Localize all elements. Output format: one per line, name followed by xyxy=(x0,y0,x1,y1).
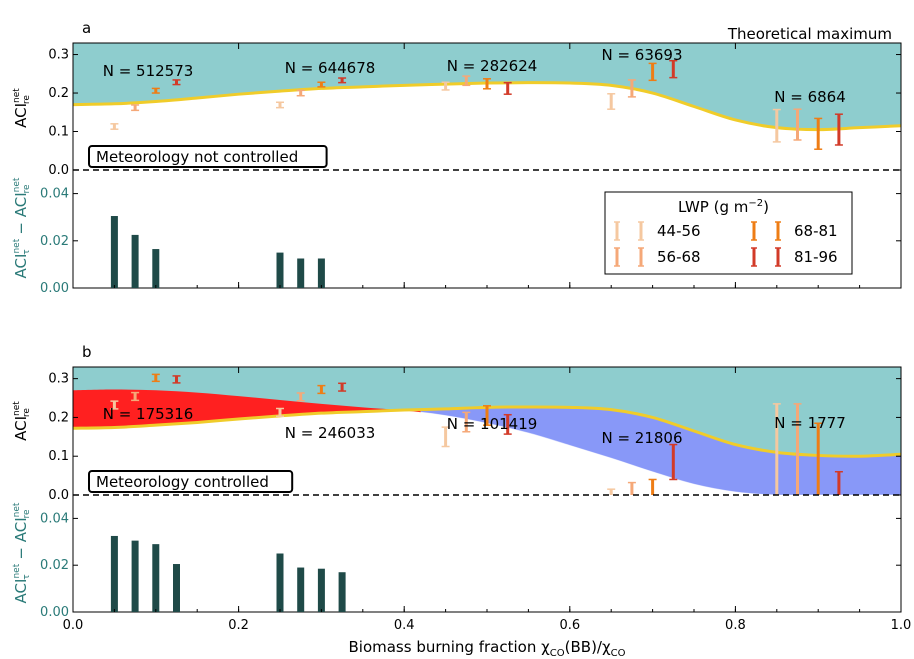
bar xyxy=(317,568,325,612)
legend-label: 56-68 xyxy=(657,248,701,266)
svg-text:ACInetτ − ACInetre: ACInetτ − ACInetre xyxy=(12,177,32,278)
y-label-b-top: ACInetre xyxy=(12,401,32,441)
bar xyxy=(131,234,139,288)
theoretical-maximum-label: Theoretical maximum xyxy=(727,25,892,43)
y-tick-label: 0.04 xyxy=(40,187,69,202)
condition-label-text: Meteorology controlled xyxy=(96,473,269,491)
top-plot-area xyxy=(73,367,901,495)
x-tick-label: 0.4 xyxy=(394,618,415,633)
n-label: N = 246033 xyxy=(285,424,376,442)
n-label: N = 644678 xyxy=(285,59,376,77)
svg-text:ACInetτ − ACInetre: ACInetτ − ACInetre xyxy=(12,502,32,603)
y-label-a-top: ACInetre xyxy=(12,88,32,128)
panel-a: N = 512573 N = 644678 N = 282624 N = 63693 N… xyxy=(40,19,902,296)
lwp-legend: LWP (g m−2) 44-56 56-68 68-81 81-96 xyxy=(604,191,853,275)
y-label-b-bottom: ACInetτ − ACInetre xyxy=(12,502,32,603)
condition-label-text: Meteorology not controlled xyxy=(96,148,298,166)
y-tick-label: 0.1 xyxy=(48,125,69,140)
y-tick-label: 0.0 xyxy=(48,163,69,178)
n-label: N = 282624 xyxy=(447,57,538,75)
condition-label: Meteorology controlled xyxy=(88,470,294,493)
errorbar-group-1 xyxy=(276,77,347,109)
errorbar-group-1 xyxy=(276,382,347,418)
x-tick-label: 0.8 xyxy=(725,618,746,633)
n-label: N = 512573 xyxy=(103,62,194,80)
theoretical-max-region xyxy=(73,43,901,130)
y-tick-label: 0.02 xyxy=(40,558,69,573)
n-label: N = 6864 xyxy=(774,88,846,106)
errorbar-group-2 xyxy=(441,405,512,448)
x-tick-label: 0.6 xyxy=(559,618,580,633)
y-tick-label: 0.3 xyxy=(48,372,69,387)
x-tick-label: 0.0 xyxy=(63,618,84,633)
condition-label-box xyxy=(88,145,328,168)
n-label: N = 63693 xyxy=(601,46,682,64)
y-tick-label: 0.04 xyxy=(40,511,69,526)
y-tick-label: 0.2 xyxy=(48,86,69,101)
y-tick-label: 0.00 xyxy=(40,281,69,296)
errorbar-group-4 xyxy=(772,108,843,150)
panel-a-bottom-plot: 0.00 0.02 0.04 xyxy=(40,43,902,296)
bar xyxy=(131,540,139,612)
panel-b: N = 175316 N = 246033 N = 101419 N = 21806 N… xyxy=(40,343,911,633)
panel-b-top-plot: N = 175316 N = 246033 N = 101419 N = 21806 N… xyxy=(48,366,902,613)
y-tick-label: 0.00 xyxy=(40,605,69,620)
legend-title: LWP (g m−2) xyxy=(678,198,769,216)
errorbar-group-3 xyxy=(607,59,678,110)
legend-box xyxy=(604,191,853,275)
legend-entry: 56-68 xyxy=(614,247,701,267)
condition-label-box xyxy=(88,470,294,493)
errorbar-group-4 xyxy=(772,403,843,495)
n-label: N = 175316 xyxy=(103,405,194,423)
svg-text:ACInetre: ACInetre xyxy=(12,401,32,441)
y-label-a-bottom: ACInetτ − ACInetre xyxy=(12,177,32,278)
legend-entry: 44-56 xyxy=(614,221,701,241)
y-tick-label: 0.1 xyxy=(48,449,69,464)
panel-b-bottom-plot: 0.00 0.02 0.04 0.0 0.2 0.4 0.6 0.8 1.0 xyxy=(40,367,911,633)
bar xyxy=(110,216,118,288)
n-label: N = 1777 xyxy=(774,414,846,432)
errorbar-group-0 xyxy=(110,79,181,130)
x-tick-label: 1.0 xyxy=(891,618,912,633)
legend-entry: 81-96 xyxy=(751,247,838,267)
bar xyxy=(297,258,305,288)
condition-label: Meteorology not controlled xyxy=(88,145,328,168)
errorbar-group-0 xyxy=(110,373,181,410)
legend-entry: 68-81 xyxy=(751,221,838,241)
n-label: N = 101419 xyxy=(447,415,538,433)
bar xyxy=(338,572,346,612)
bar xyxy=(297,567,305,612)
bar xyxy=(173,564,180,612)
panel-a-label: a xyxy=(82,19,91,37)
y-tick-label: 0.3 xyxy=(48,48,69,63)
errorbar-group-3 xyxy=(607,443,678,495)
bar xyxy=(276,553,284,612)
bar xyxy=(110,535,118,612)
panel-b-label: b xyxy=(82,343,92,361)
x-tick-label: 0.2 xyxy=(228,618,249,633)
panel-a-top-plot: N = 512573 N = 644678 N = 282624 N = 63693 N… xyxy=(48,42,902,289)
cooling-region xyxy=(420,406,901,495)
y-tick-label: 0.02 xyxy=(40,234,69,249)
legend-label: 44-56 xyxy=(657,222,701,240)
n-label: N = 21806 xyxy=(601,429,682,447)
warming-region xyxy=(73,389,421,429)
errorbar-group-2 xyxy=(441,75,512,95)
bar xyxy=(152,249,160,288)
y-tick-label: 0.2 xyxy=(48,410,69,425)
bar xyxy=(276,252,284,288)
theoretical-max-region xyxy=(73,367,901,457)
bar xyxy=(152,544,160,612)
legend-label: 81-96 xyxy=(794,248,838,266)
bar xyxy=(317,258,325,288)
y-tick-label: 0.0 xyxy=(48,488,69,503)
svg-text:ACInetre: ACInetre xyxy=(12,88,32,128)
legend-label: 68-81 xyxy=(794,222,838,240)
top-plot-area xyxy=(73,43,901,150)
x-axis-label: Biomass burning fraction χCO(BB)/χCO xyxy=(348,638,625,659)
